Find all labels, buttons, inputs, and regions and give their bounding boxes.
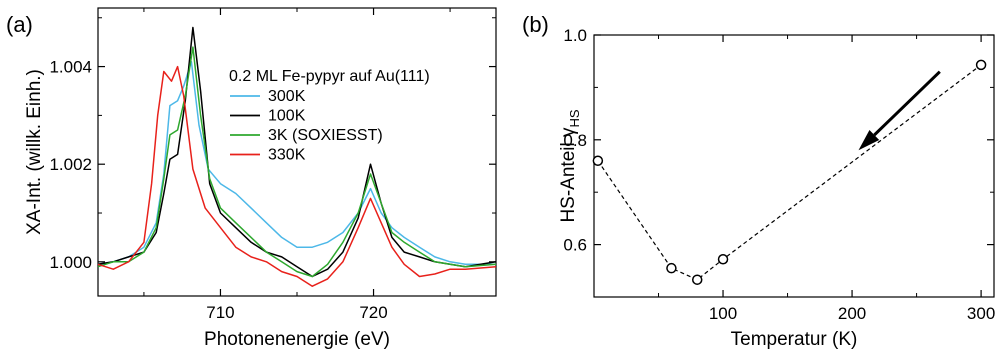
direction-arrow-head [858,129,880,151]
series-line-2 [97,46,497,278]
direction-arrow-shaft [873,70,941,137]
x-tick-label-0: 710 [206,303,234,322]
y-axis-title-subscript: HS [567,109,582,127]
panel-a-legend: 0.2 ML Fe-pypyr auf Au(111) 300K 100K 3K (… [229,68,430,164]
legend-label-1: 100K [268,108,306,125]
legend-label-0: 300K [268,88,306,105]
panel-b-series-group [592,59,987,285]
data-point-4 [975,59,987,71]
panel-a-y-axis-title: XA-Int. (willk. Einh.) [24,69,45,235]
x-tick-label-1: 720 [359,303,387,322]
y-axis-title-main: HS-Anteil γ [558,127,579,223]
legend-title: 0.2 ML Fe-pypyr auf Au(111) [229,68,430,85]
y-tick-label-0: 1.000 [49,253,92,272]
panel-a-ticks: 710 720 1.000 1.002 1.004 [49,8,496,322]
panel-a-series-group [97,26,497,287]
panel-a-label: (a) [6,12,33,37]
data-point-0 [592,155,604,167]
panel-a-x-axis-title: Photonenenergie (eV) [204,329,390,349]
b-x-tick-label-0: 100 [709,304,737,323]
y-tick-label-1: 1.002 [49,155,92,174]
panel-b-x-axis-title: Temperatur (K) [731,329,858,349]
panel-a: (a) 710 720 1.000 1.002 1.004 0.2 ML Fe-pypy… [6,7,497,349]
b-y-tick-label-1: 0.8 [563,131,587,150]
panel-b: (b) 100 200 300 0.6 0.8 1.0 Temperatur (K) HS… [522,12,995,349]
legend-label-2: 3K (SOXIESST) [268,127,383,144]
panel-b-label: (b) [522,12,549,37]
panel-b-ticks: 100 200 300 0.6 0.8 1.0 [563,26,995,323]
b-y-tick-label-0: 0.6 [563,236,587,255]
data-point-2 [691,274,703,285]
legend-label-3: 330K [268,147,306,164]
data-point-3 [717,254,729,265]
panel-b-y-axis-title: HS-Anteil γHS [558,109,582,222]
b-x-tick-label-2: 300 [967,304,995,323]
b-y-tick-label-2: 1.0 [563,26,587,45]
b-x-tick-label-1: 200 [838,304,866,323]
panel-b-plot-frame [593,34,995,298]
dashed-connector-line [597,64,982,281]
y-tick-label-2: 1.004 [49,58,92,77]
data-point-1 [666,262,677,274]
series-line-3 [97,65,497,287]
